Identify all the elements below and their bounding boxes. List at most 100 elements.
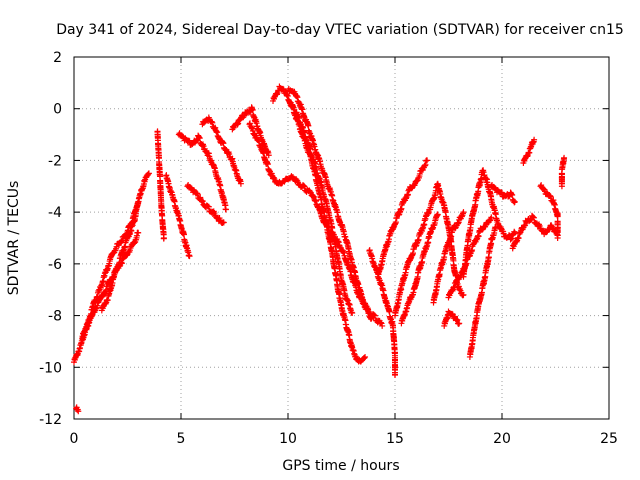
x-tick-label: 0	[70, 431, 79, 447]
y-tick-label: -8	[48, 309, 62, 325]
series-track-12	[285, 86, 375, 322]
x-tick-label: 25	[600, 431, 618, 447]
data-point	[488, 214, 495, 221]
data-point	[535, 222, 542, 229]
grid-layer	[74, 57, 609, 419]
data-point	[349, 309, 356, 316]
series-track-17	[398, 211, 441, 327]
series-track-13	[287, 99, 356, 316]
data-point	[561, 154, 568, 161]
data-point	[237, 180, 244, 187]
data-point	[377, 319, 384, 326]
data-point	[186, 253, 193, 260]
data-point	[135, 198, 142, 205]
data-point	[454, 316, 461, 323]
x-tick-label: 10	[279, 431, 297, 447]
data-point	[222, 206, 229, 213]
y-tick-label: 2	[53, 50, 62, 66]
data-point	[361, 354, 368, 361]
y-tick-label: -6	[48, 257, 62, 273]
series-track-29	[73, 404, 82, 415]
series-track-2	[79, 229, 142, 340]
y-tick-label: -4	[48, 205, 62, 221]
data-point	[508, 235, 515, 242]
series-track-4	[154, 128, 167, 242]
series-track-5	[163, 172, 193, 260]
data-point	[194, 191, 201, 198]
data-point	[529, 213, 536, 220]
data-point	[307, 188, 314, 195]
data-point	[194, 190, 201, 197]
x-tick-label: 5	[177, 431, 186, 447]
series-track-3	[98, 198, 142, 314]
data-point	[434, 211, 441, 218]
y-tick-label: -10	[39, 360, 62, 376]
data-point	[145, 170, 152, 177]
series-track-6	[175, 130, 229, 213]
data-point	[507, 236, 514, 243]
series-track-14	[366, 247, 398, 379]
points-layer	[71, 83, 568, 415]
series-track-24	[488, 181, 518, 206]
series-track-9	[229, 104, 272, 159]
data-point	[530, 214, 537, 221]
series-track-26	[520, 136, 538, 167]
data-point	[210, 209, 217, 216]
data-point	[205, 203, 212, 210]
data-point	[185, 137, 192, 144]
data-point	[372, 312, 379, 319]
data-point	[265, 152, 272, 159]
series-track-8	[199, 114, 244, 187]
series-track-15	[374, 157, 431, 280]
data-point	[234, 121, 241, 128]
data-point	[547, 192, 554, 199]
data-point	[492, 224, 499, 231]
data-point	[160, 235, 167, 241]
series-track-7	[184, 181, 227, 227]
x-tick-label: 20	[493, 431, 511, 447]
data-point	[392, 372, 398, 379]
chart-title: Day 341 of 2024, Sidereal Day-to-day VTE…	[56, 22, 624, 38]
data-point	[301, 183, 308, 190]
data-point	[199, 198, 206, 205]
data-point	[547, 193, 554, 200]
series-track-27	[537, 182, 561, 241]
y-tick-label: 0	[53, 102, 62, 118]
data-point	[531, 136, 538, 143]
data-point	[456, 320, 463, 327]
y-axis-label: SDTVAR / TECUs	[6, 181, 22, 296]
y-tick-label: -12	[39, 412, 62, 428]
x-axis-label: GPS time / hours	[282, 458, 399, 474]
data-point	[460, 209, 467, 216]
data-point	[449, 310, 456, 317]
series-track-11	[270, 83, 369, 365]
data-point	[379, 322, 386, 329]
data-point	[280, 85, 287, 92]
series-track-28	[558, 154, 568, 190]
data-point	[300, 182, 307, 189]
data-point	[235, 120, 242, 127]
data-point	[75, 408, 82, 415]
ticks-layer: 0 5 10 15 20 25 -12 -10 -8 -6 -4 -2 0 2	[39, 50, 618, 447]
data-point	[424, 157, 431, 164]
data-point	[511, 229, 518, 236]
x-tick-label: 15	[386, 431, 404, 447]
series-track-19	[430, 209, 467, 306]
data-point	[135, 229, 142, 236]
data-point	[368, 315, 375, 322]
series-track-25	[509, 212, 561, 252]
series-track-22	[466, 224, 499, 360]
data-point	[554, 235, 561, 241]
data-point	[456, 286, 463, 293]
data-point	[511, 198, 518, 205]
data-point	[362, 353, 369, 360]
y-tick-label: -2	[48, 153, 62, 169]
data-point	[460, 291, 467, 298]
data-point	[498, 189, 505, 196]
plot-frame	[73, 56, 610, 420]
series-track-18	[434, 182, 467, 299]
series-track-23	[441, 308, 463, 329]
data-point	[511, 228, 518, 235]
data-point	[220, 219, 227, 226]
